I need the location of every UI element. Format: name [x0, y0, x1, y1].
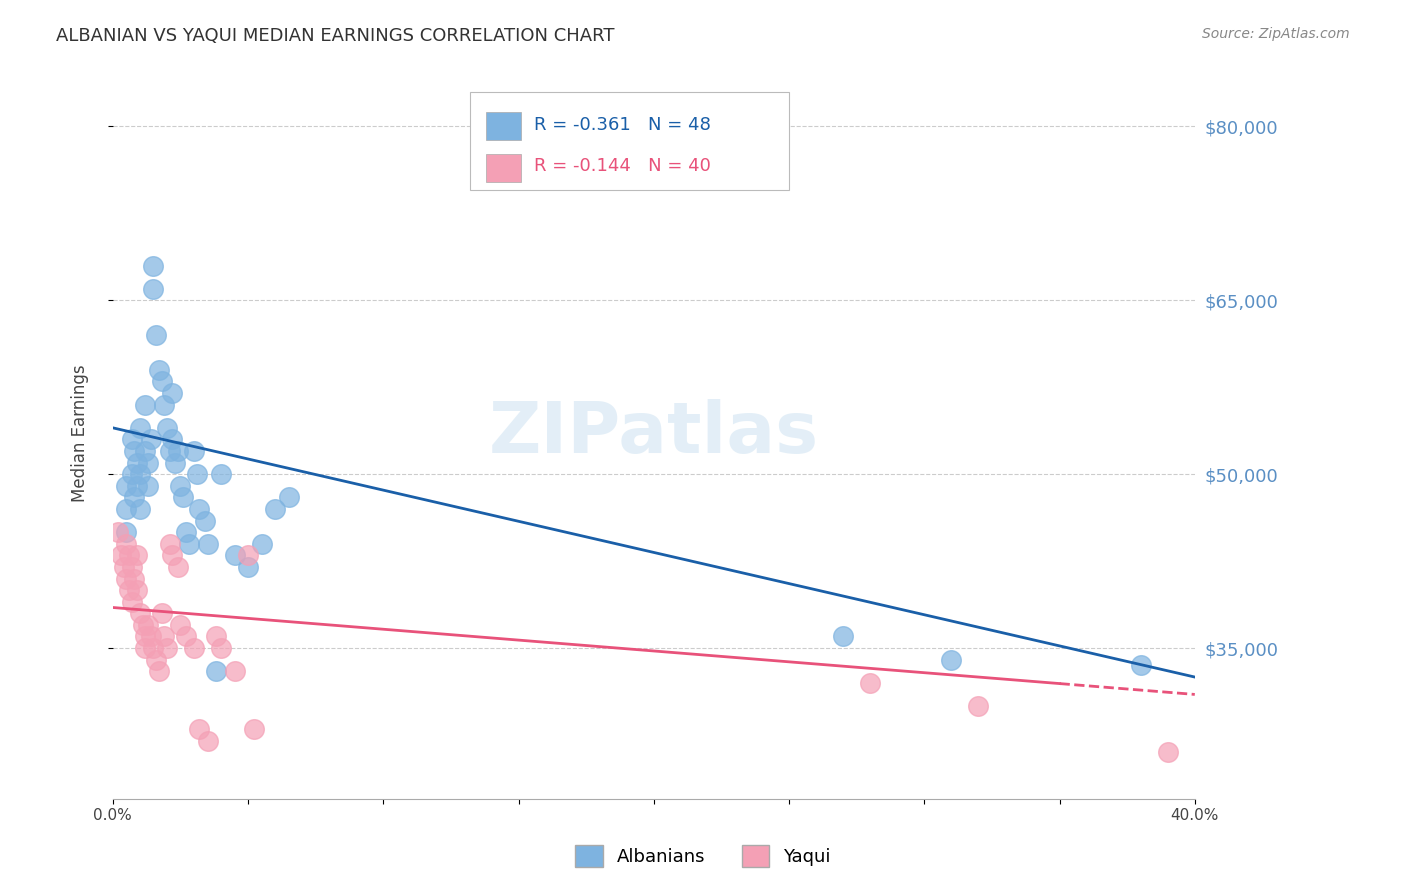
Albanians	[264, 502, 287, 516]
Albanians	[177, 537, 200, 551]
Yaqui	[150, 607, 173, 621]
Yaqui	[127, 549, 149, 563]
Albanians	[224, 549, 246, 563]
Albanians	[250, 537, 273, 551]
Albanians	[139, 433, 162, 447]
Yaqui	[127, 583, 149, 598]
Yaqui	[121, 595, 143, 609]
Albanians	[162, 433, 184, 447]
Albanians	[832, 630, 855, 644]
Albanians	[166, 444, 188, 458]
Yaqui	[197, 733, 219, 747]
Albanians	[115, 525, 138, 540]
Albanians	[1129, 658, 1152, 673]
Yaqui	[204, 630, 226, 644]
Yaqui	[139, 630, 162, 644]
Albanians	[124, 444, 146, 458]
Text: ZIPatlas: ZIPatlas	[489, 399, 818, 468]
Yaqui	[107, 525, 129, 540]
Albanians	[169, 479, 191, 493]
Albanians	[127, 456, 149, 470]
Yaqui	[242, 723, 264, 737]
Albanians	[134, 398, 156, 412]
Yaqui	[967, 699, 990, 714]
Albanians	[136, 479, 159, 493]
Yaqui	[115, 572, 138, 586]
Albanians	[142, 282, 165, 296]
Yaqui	[129, 607, 152, 621]
Albanians	[145, 328, 167, 343]
Yaqui	[118, 549, 141, 563]
Yaqui	[118, 583, 141, 598]
Albanians	[153, 398, 176, 412]
Yaqui	[136, 618, 159, 632]
Albanians	[172, 491, 194, 505]
Yaqui	[153, 630, 176, 644]
Yaqui	[169, 618, 191, 632]
Albanians	[159, 444, 181, 458]
Albanians	[150, 375, 173, 389]
Albanians	[188, 502, 211, 516]
Albanians	[174, 525, 197, 540]
Albanians	[197, 537, 219, 551]
Albanians	[165, 456, 187, 470]
Albanians	[183, 444, 205, 458]
Albanians	[277, 491, 299, 505]
Albanians	[124, 491, 146, 505]
Yaqui	[121, 560, 143, 574]
Yaqui	[134, 641, 156, 656]
Y-axis label: Median Earnings: Median Earnings	[72, 365, 89, 502]
Albanians	[129, 467, 152, 482]
Yaqui	[124, 572, 146, 586]
Albanians	[121, 467, 143, 482]
Yaqui	[131, 618, 153, 632]
Albanians	[136, 456, 159, 470]
Albanians	[236, 560, 259, 574]
Albanians	[162, 386, 184, 401]
Yaqui	[224, 665, 246, 679]
Text: R = -0.361   N = 48: R = -0.361 N = 48	[534, 116, 710, 134]
Albanians	[127, 479, 149, 493]
Yaqui	[159, 537, 181, 551]
Albanians	[115, 502, 138, 516]
Yaqui	[134, 630, 156, 644]
Yaqui	[174, 630, 197, 644]
Albanians	[941, 653, 963, 667]
Albanians	[134, 444, 156, 458]
Yaqui	[112, 560, 135, 574]
Albanians	[186, 467, 208, 482]
Yaqui	[145, 653, 167, 667]
Yaqui	[156, 641, 179, 656]
Albanians	[148, 363, 170, 377]
Yaqui	[1157, 745, 1180, 759]
Albanians	[129, 421, 152, 435]
Yaqui	[115, 537, 138, 551]
Yaqui	[183, 641, 205, 656]
Text: Source: ZipAtlas.com: Source: ZipAtlas.com	[1202, 27, 1350, 41]
Yaqui	[162, 549, 184, 563]
Yaqui	[209, 641, 232, 656]
FancyBboxPatch shape	[486, 112, 520, 140]
Albanians	[194, 514, 217, 528]
Text: R = -0.144   N = 40: R = -0.144 N = 40	[534, 158, 710, 176]
Yaqui	[110, 549, 132, 563]
Yaqui	[166, 560, 188, 574]
Yaqui	[148, 665, 170, 679]
FancyBboxPatch shape	[470, 92, 789, 191]
FancyBboxPatch shape	[486, 154, 520, 182]
Yaqui	[188, 723, 211, 737]
Albanians	[156, 421, 179, 435]
Albanians	[204, 665, 226, 679]
Yaqui	[236, 549, 259, 563]
Albanians	[121, 433, 143, 447]
Yaqui	[142, 641, 165, 656]
Albanians	[129, 502, 152, 516]
Text: ALBANIAN VS YAQUI MEDIAN EARNINGS CORRELATION CHART: ALBANIAN VS YAQUI MEDIAN EARNINGS CORREL…	[56, 27, 614, 45]
Albanians	[142, 259, 165, 273]
Albanians	[115, 479, 138, 493]
Yaqui	[859, 676, 882, 690]
Legend: Albanians, Yaqui: Albanians, Yaqui	[568, 838, 838, 874]
Albanians	[209, 467, 232, 482]
